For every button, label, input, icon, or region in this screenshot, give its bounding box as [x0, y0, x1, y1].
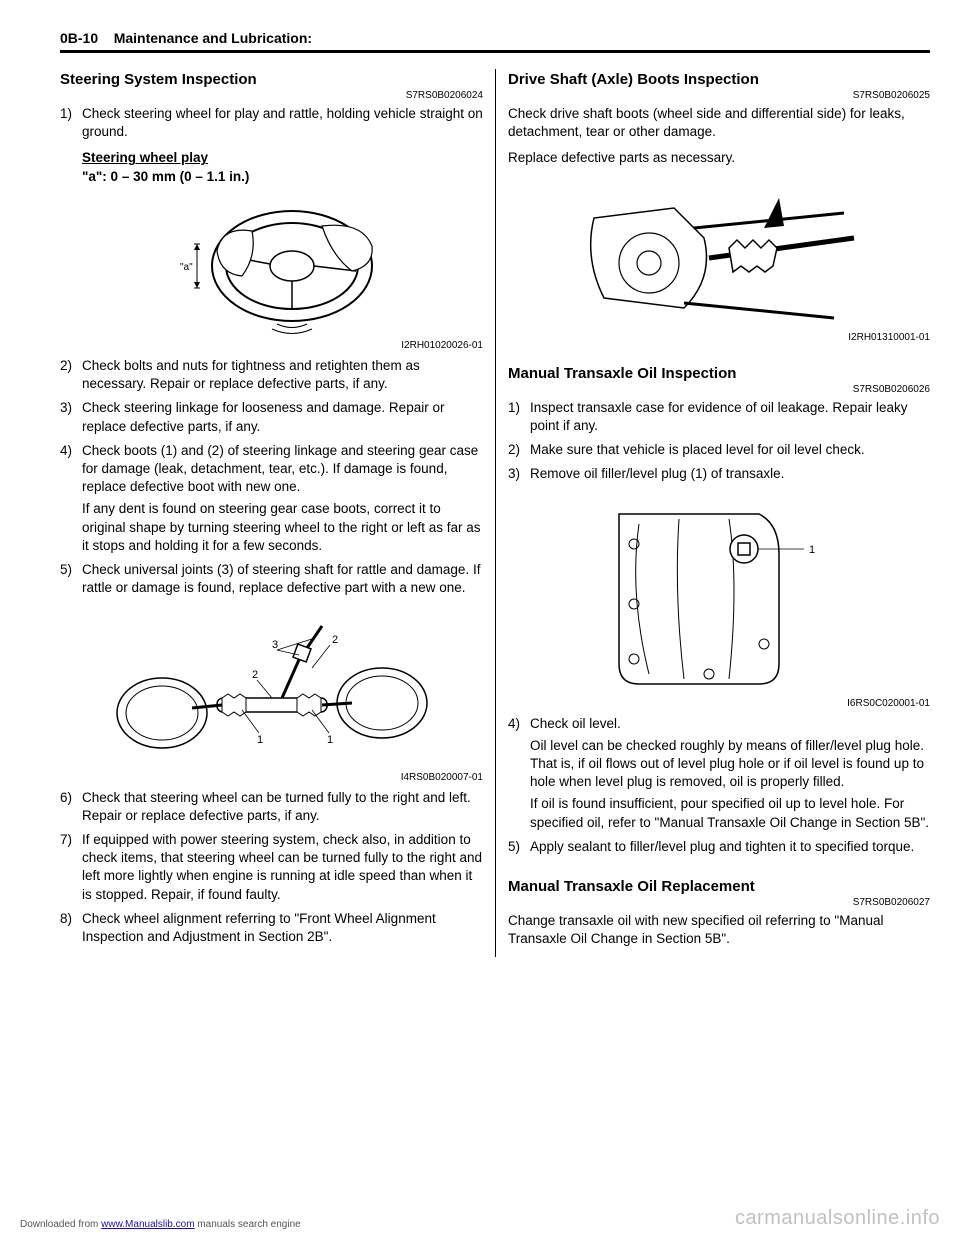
step-8: 8)Check wheel alignment referring to "Fr… — [60, 910, 483, 946]
transaxle-steps-cont: 4)Check oil level. Oil level can be chec… — [508, 715, 930, 857]
step-5: 5)Check universal joints (3) of steering… — [60, 561, 483, 597]
transaxle-repl-text: Change transaxle oil with new specified … — [508, 912, 930, 948]
page-ref: 0B-10 — [60, 30, 98, 46]
tstep-3: 3)Remove oil filler/level plug (1) of tr… — [508, 465, 930, 483]
steering-steps-cont2: 6)Check that steering wheel can be turne… — [60, 789, 483, 947]
svg-text:1: 1 — [327, 734, 333, 746]
steering-wheel-svg: "a" — [122, 196, 422, 336]
steering-steps: 1) Check steering wheel for play and rat… — [60, 105, 483, 186]
driveshaft-text1: Check drive shaft boots (wheel side and … — [508, 105, 930, 141]
page: 0B-10 Maintenance and Lubrication: Steer… — [0, 0, 960, 1007]
figure-steering-wheel: "a" — [60, 196, 483, 336]
page-header: 0B-10 Maintenance and Lubrication: — [60, 30, 930, 53]
fig1-caption: I2RH01020026-01 — [60, 340, 483, 351]
driveshaft-code: S7RS0B0206025 — [508, 90, 930, 101]
steering-code: S7RS0B0206024 — [60, 90, 483, 101]
steering-heading: Steering System Inspection — [60, 71, 483, 88]
transaxle-fig-caption: I6RS0C020001-01 — [508, 698, 930, 709]
driveshaft-heading: Drive Shaft (Axle) Boots Inspection — [508, 71, 930, 88]
a-label: "a" — [180, 262, 193, 273]
content-columns: Steering System Inspection S7RS0B0206024… — [60, 69, 930, 957]
figure-steering-linkage: 1 1 2 2 3 — [60, 608, 483, 768]
page-title: Maintenance and Lubrication: — [114, 30, 312, 46]
step-2: 2)Check bolts and nuts for tightness and… — [60, 357, 483, 393]
left-column: Steering System Inspection S7RS0B0206024… — [60, 69, 495, 957]
svg-text:1: 1 — [257, 734, 263, 746]
right-column: Drive Shaft (Axle) Boots Inspection S7RS… — [495, 69, 930, 957]
tstep-1: 1)Inspect transaxle case for evidence of… — [508, 399, 930, 435]
figure-driveshaft — [508, 178, 930, 328]
step-6: 6)Check that steering wheel can be turne… — [60, 789, 483, 825]
steering-play-label: Steering wheel play — [82, 149, 483, 167]
driveshaft-svg — [554, 178, 884, 328]
step-4: 4)Check boots (1) and (2) of steering li… — [60, 442, 483, 555]
watermark: carmanualsonline.info — [735, 1207, 940, 1230]
fig2-caption: I4RS0B020007-01 — [60, 772, 483, 783]
transaxle-svg: 1 — [579, 494, 859, 694]
svg-text:1: 1 — [809, 544, 815, 556]
tstep-4: 4)Check oil level. Oil level can be chec… — [508, 715, 930, 832]
footer-left: Downloaded from www.Manualslib.com manua… — [20, 1219, 301, 1230]
tstep-2: 2)Make sure that vehicle is placed level… — [508, 441, 930, 459]
steering-steps-cont: 2)Check bolts and nuts for tightness and… — [60, 357, 483, 598]
steering-linkage-svg: 1 1 2 2 3 — [107, 608, 437, 768]
svg-text:2: 2 — [332, 634, 338, 646]
transaxle-steps: 1)Inspect transaxle case for evidence of… — [508, 399, 930, 484]
figure-transaxle: 1 — [508, 494, 930, 694]
manualslib-link[interactable]: www.Manualslib.com — [101, 1219, 194, 1230]
driveshaft-text2: Replace defective parts as necessary. — [508, 149, 930, 167]
step-3: 3)Check steering linkage for looseness a… — [60, 399, 483, 435]
transaxle-insp-code: S7RS0B0206026 — [508, 384, 930, 395]
steering-play-spec: "a": 0 – 30 mm (0 – 1.1 in.) — [82, 168, 483, 186]
transaxle-repl-heading: Manual Transaxle Oil Replacement — [508, 878, 930, 895]
step-7: 7)If equipped with power steering system… — [60, 831, 483, 904]
transaxle-repl-code: S7RS0B0206027 — [508, 897, 930, 908]
svg-text:3: 3 — [272, 639, 278, 651]
tstep-5: 5)Apply sealant to filler/level plug and… — [508, 838, 930, 856]
page-footer: Downloaded from www.Manualslib.com manua… — [20, 1207, 940, 1230]
svg-text:2: 2 — [252, 669, 258, 681]
driveshaft-fig-caption: I2RH01310001-01 — [508, 332, 930, 343]
transaxle-insp-heading: Manual Transaxle Oil Inspection — [508, 365, 930, 382]
step-1: 1) Check steering wheel for play and rat… — [60, 105, 483, 186]
